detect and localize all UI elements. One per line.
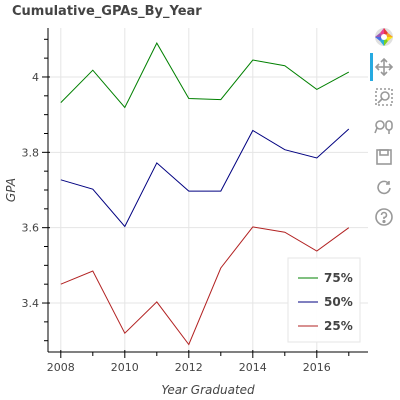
- y-tick-label: 3.6: [22, 222, 40, 235]
- legend-box: [287, 257, 361, 343]
- help-icon[interactable]: [373, 206, 395, 228]
- reset-icon[interactable]: [373, 176, 395, 198]
- save-icon[interactable]: [373, 146, 395, 168]
- bokeh-logo-icon[interactable]: [373, 26, 395, 48]
- y-tick-label: 3.4: [22, 297, 40, 310]
- series-line-50pct: [60, 128, 350, 228]
- x-tick-label: 2014: [239, 361, 267, 374]
- legend-label: 25%: [324, 319, 353, 333]
- grid: [48, 28, 368, 352]
- x-axis-label: Year Graduated: [161, 383, 255, 397]
- pan-icon[interactable]: [373, 56, 395, 78]
- y-tick-label: 4: [32, 71, 39, 84]
- y-tick-label: 3.8: [22, 146, 40, 159]
- x-tick-label: 2016: [303, 361, 331, 374]
- legend: 75% 50% 25%: [287, 257, 361, 343]
- series-lines: [60, 42, 350, 346]
- series-line-75pct: [60, 42, 350, 109]
- x-tick-label: 2012: [175, 361, 203, 374]
- axes: 2008 2010 2012 2014 2016 3.4 3.6 3.8 4 Year Gradu…: [4, 28, 368, 397]
- series-line-25pct: [60, 226, 350, 346]
- legend-label: 50%: [324, 295, 353, 309]
- wheel-zoom-icon[interactable]: [373, 116, 395, 138]
- chart-title: Cumulative_GPAs_By_Year: [12, 4, 202, 19]
- legend-label: 75%: [324, 271, 353, 285]
- x-tick-label: 2010: [111, 361, 139, 374]
- y-axis-label: GPA: [4, 178, 18, 202]
- active-tool-indicator: [370, 53, 373, 81]
- box-zoom-icon[interactable]: [373, 86, 395, 108]
- x-tick-label: 2008: [47, 361, 75, 374]
